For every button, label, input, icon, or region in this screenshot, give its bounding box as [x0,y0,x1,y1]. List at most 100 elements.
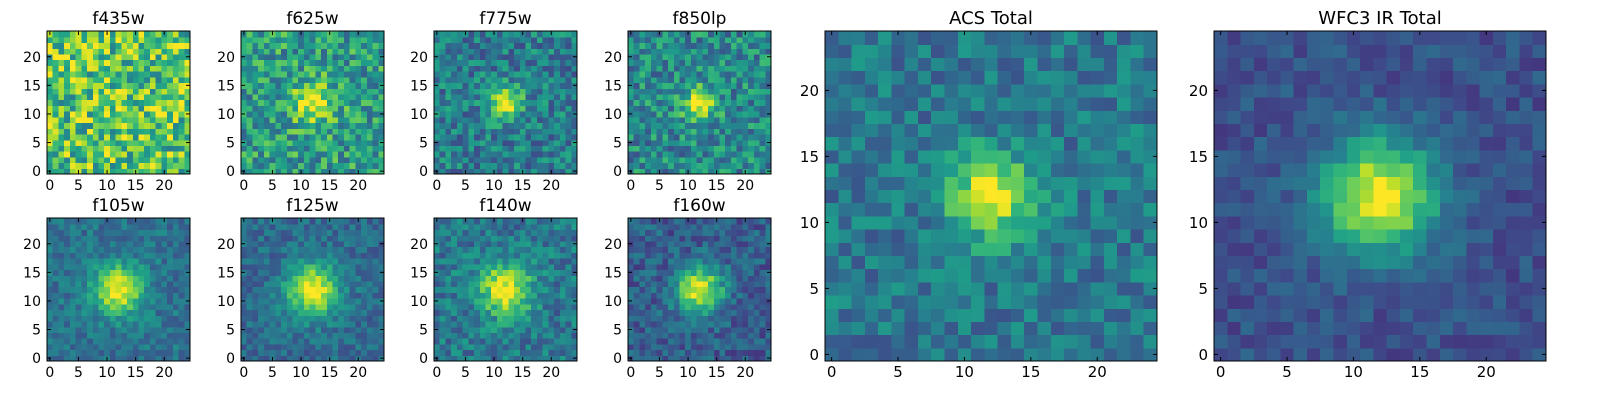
pixel-cell [525,303,532,311]
pixel-cell [673,65,681,72]
pixel-cell [650,315,658,322]
pixel-cell [525,252,532,259]
pixel-cell [542,71,549,78]
pixel-cell [462,48,469,55]
pixel-cell [451,82,458,89]
pixel-cell [496,76,504,84]
pixel-cell [98,139,105,146]
x-tick-label: 5 [461,178,470,194]
pixel-cell [281,42,288,49]
pixel-cell [462,128,469,135]
pixel-cell [719,286,726,293]
pixel-cell [303,65,311,72]
pixel-cell [144,105,151,112]
pixel-cell [355,269,362,276]
pixel-cell [338,229,345,236]
pixel-cell [702,71,709,78]
pixel-cell [309,93,316,101]
pixel-cell [252,82,259,89]
pixel-cell [525,298,532,305]
pixel-cell [332,53,339,61]
pixel-cell [485,246,492,253]
pixel-cell [361,332,368,339]
pixel-cell [252,303,259,311]
pixel-cell [263,128,271,135]
pixel-cell [439,235,447,242]
pixel-cell [258,168,265,175]
pixel-cell [753,343,761,351]
pixel-cell [474,145,481,152]
pixel-cell [138,332,145,339]
pixel-cell [673,151,681,158]
pixel-cell [81,116,88,124]
pixel-cell [759,42,766,49]
pixel-cell [696,286,703,293]
pixel-cell [309,252,316,259]
pixel-cell [75,286,82,293]
pixel-cell [258,53,265,61]
pixel-cell [571,76,578,84]
pixel-cell [439,111,447,118]
pixel-cell [366,88,374,95]
pixel-cell [685,349,692,356]
pixel-cell [696,355,703,362]
pixel-cell [633,88,641,95]
pixel-cell [491,235,498,242]
pixel-cell [326,82,334,89]
pixel-cell [309,355,316,362]
pixel-cell [303,349,311,356]
pixel-cell [479,240,487,248]
pixel-cell [434,65,441,72]
pixel-cell [343,326,351,333]
pixel-cell [81,332,88,339]
pixel-cell [730,298,738,305]
pixel-cell [241,349,248,356]
pixel-cell [263,269,271,276]
pixel-cell [326,252,334,259]
pixel-cell [167,349,174,356]
pixel-cell [138,76,145,84]
pixel-cell [451,338,458,345]
pixel-cell [64,82,71,89]
pixel-cell [650,48,658,55]
pixel-cell [439,326,447,333]
pixel-cell [559,229,567,236]
pixel-cell [730,59,738,66]
pixel-cell [468,355,475,362]
pixel-cell [167,303,174,311]
pixel-cell [258,252,265,259]
pixel-cell [742,151,749,158]
pixel-cell [679,286,686,293]
pixel-cell [372,338,379,345]
pixel-cell [650,111,658,118]
pixel-cell [372,263,379,271]
pixel-cell [281,122,288,129]
pixel-cell [52,223,60,231]
pixel-cell [765,338,772,345]
pixel-cell [434,280,441,288]
pixel-cell [725,151,732,158]
pixel-cell [679,168,686,175]
pixel-cell [742,303,749,311]
pixel-cell [753,111,761,118]
pixel-cell [275,280,282,288]
pixel-cell [559,42,567,49]
pixel-cell [64,223,71,231]
pixel-cell [451,235,458,242]
pixel-cell [656,151,663,158]
pixel-cell [462,36,469,44]
pixel-cell [161,53,168,61]
pixel-cell [565,65,572,72]
pixel-cell [132,349,140,356]
pixel-cell [121,93,128,101]
pixel-cell [690,298,698,305]
pixel-cell [332,93,339,101]
pixel-cell [479,122,487,129]
pixel-cell [178,145,185,152]
pixel-cell [361,258,368,265]
pixel-cell [514,88,521,95]
pixel-cell [514,286,521,293]
pixel-cell [628,128,635,135]
pixel-cell [92,343,100,351]
pixel-cell [730,151,738,158]
